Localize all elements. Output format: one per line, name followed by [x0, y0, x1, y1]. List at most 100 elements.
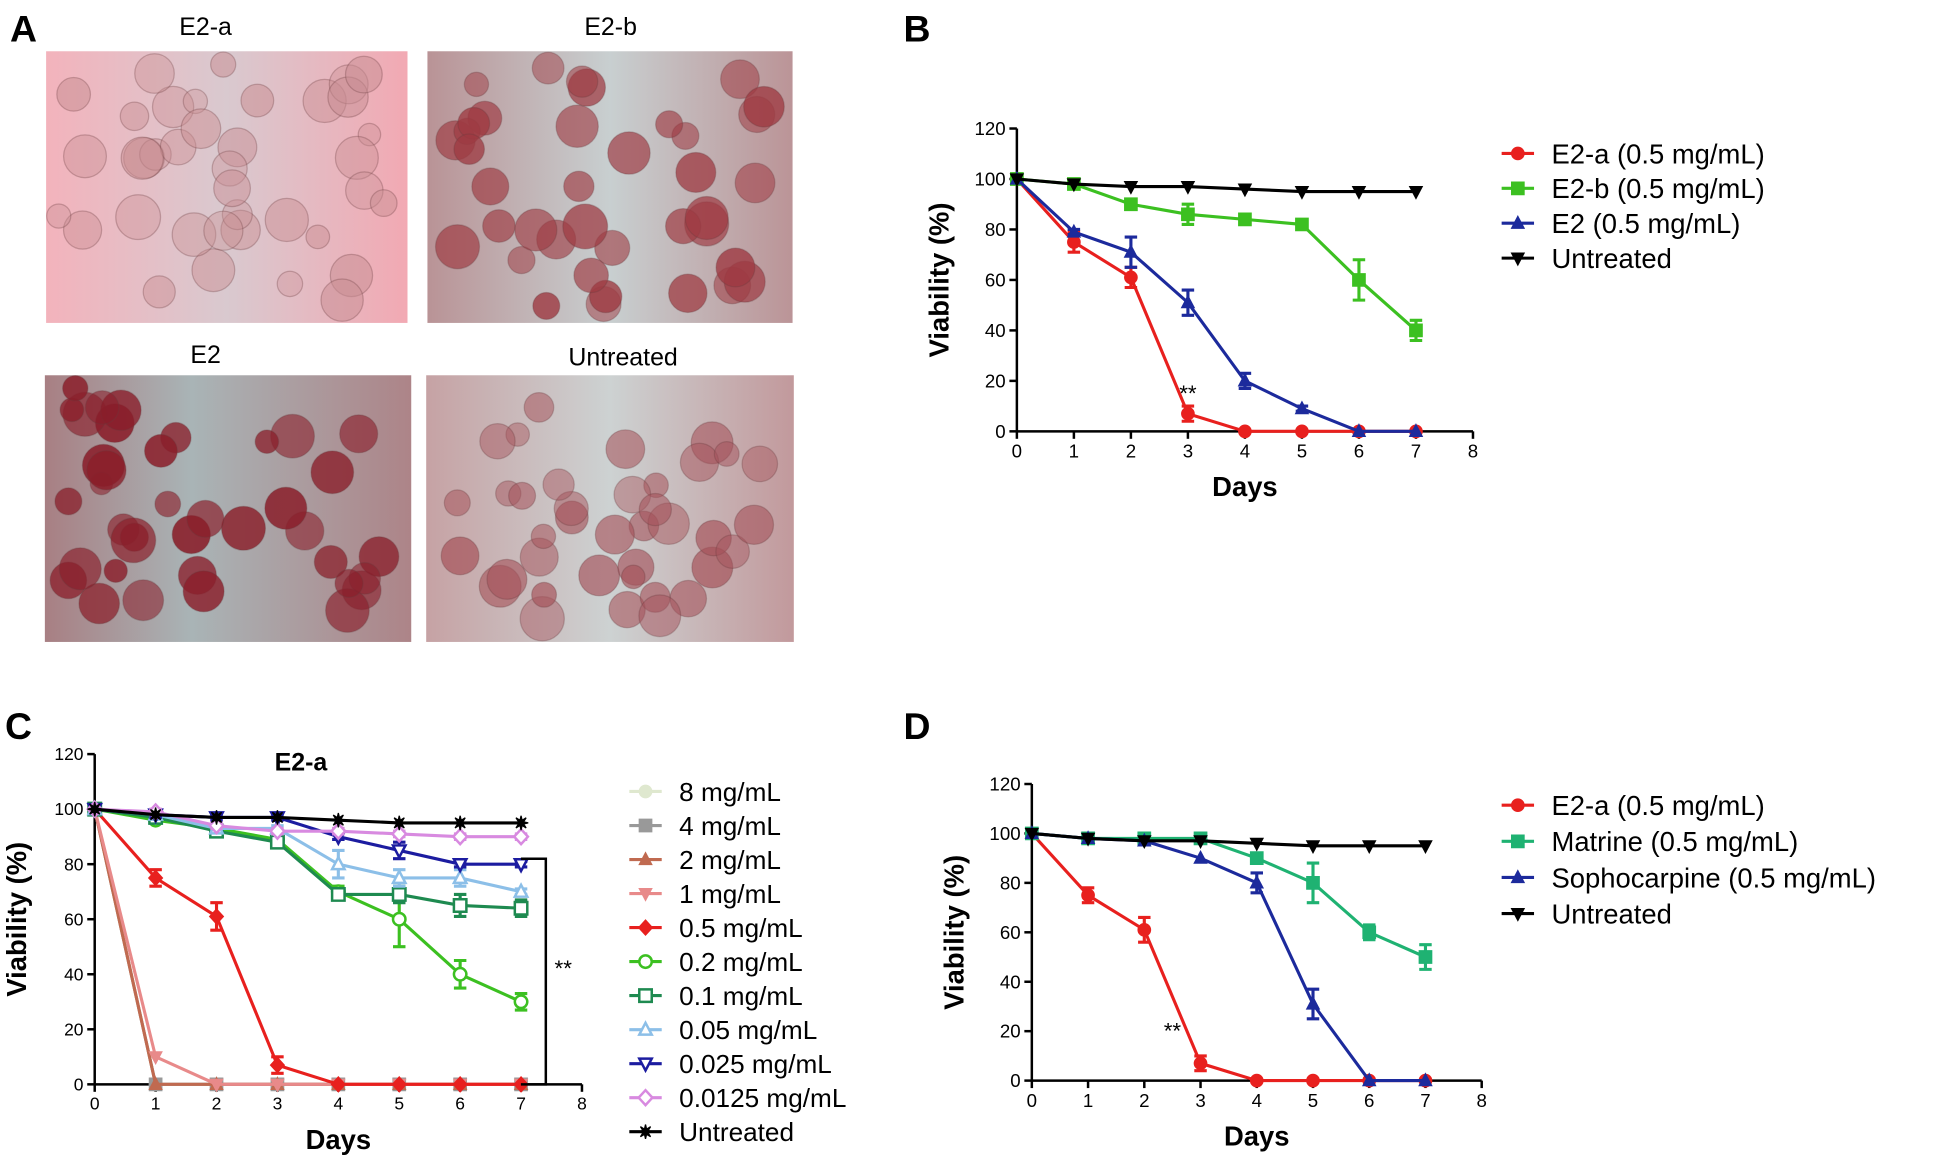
marker	[1294, 400, 1310, 415]
marker	[1295, 217, 1309, 232]
cell	[453, 133, 486, 166]
marker	[208, 908, 225, 925]
marker	[390, 824, 408, 844]
legend-label: Untreated	[1551, 898, 1671, 929]
legend-marker	[638, 851, 653, 866]
cell	[532, 291, 561, 320]
y-tick-label: 120	[54, 744, 83, 764]
cell	[553, 490, 589, 527]
x-tick-label: 7	[516, 1093, 526, 1113]
x-tick-label: 7	[1411, 441, 1421, 462]
annotation: **	[1179, 381, 1197, 406]
cell	[320, 278, 364, 322]
x-tick-label: 6	[1354, 441, 1364, 462]
series-line	[1015, 177, 1416, 433]
cell	[555, 104, 599, 148]
marker	[148, 1076, 163, 1090]
marker	[329, 821, 347, 841]
y-tick-label: 100	[989, 823, 1020, 844]
cell	[203, 210, 244, 251]
marker	[330, 854, 347, 871]
legend-marker	[1510, 834, 1525, 849]
x-tick-label: 2	[212, 1093, 222, 1113]
marker	[452, 815, 468, 831]
legend-label: E2-a (0.5 mg/mL)	[1551, 790, 1764, 821]
cell	[120, 136, 165, 180]
marker	[1123, 243, 1139, 258]
cell	[221, 199, 253, 231]
marker	[1193, 835, 1208, 850]
marker	[1305, 840, 1321, 854]
cell	[142, 275, 176, 309]
marker	[1193, 1056, 1208, 1071]
cell	[54, 487, 83, 516]
cell	[638, 492, 673, 527]
y-tick-label: 40	[64, 964, 84, 984]
marker	[512, 827, 530, 846]
marker	[269, 1056, 286, 1074]
marker	[391, 911, 407, 927]
cell	[668, 273, 708, 314]
cell	[734, 162, 776, 204]
cell	[240, 83, 275, 118]
y-axis-label: Viability (%)	[938, 855, 969, 1010]
legend-marker	[638, 954, 653, 970]
x-tick-label: 0	[1012, 441, 1022, 462]
series-line	[94, 807, 522, 910]
legend-marker	[637, 1057, 654, 1074]
marker	[451, 857, 469, 874]
series-line	[1031, 831, 1426, 848]
x-tick-label: 1	[1083, 1090, 1093, 1111]
cell	[154, 490, 182, 518]
x-tick-label: 3	[1195, 1090, 1205, 1111]
marker	[1352, 273, 1366, 287]
series-line	[1016, 177, 1416, 194]
x-tick-label: 7	[1420, 1090, 1430, 1111]
legend-label: E2-b (0.5 mg/mL)	[1551, 173, 1764, 204]
series-line	[94, 807, 522, 894]
marker	[1066, 223, 1082, 238]
marker	[1351, 423, 1367, 437]
marker	[1351, 186, 1367, 200]
y-tick-label: 60	[985, 269, 1006, 290]
cell	[313, 544, 348, 580]
marker	[330, 886, 346, 902]
marker	[1180, 294, 1196, 309]
x-tick-label: 1	[1069, 441, 1079, 462]
x-tick-label: 8	[1468, 441, 1478, 462]
cell	[186, 499, 225, 538]
x-tick-label: 3	[1183, 441, 1193, 462]
x-tick-label: 8	[577, 1093, 587, 1113]
marker	[1362, 925, 1377, 940]
legend-marker	[1510, 215, 1526, 229]
series-line	[1016, 177, 1417, 332]
cell	[254, 429, 280, 455]
legend-label: Untreated	[1551, 243, 1671, 274]
marker	[1024, 827, 1040, 842]
cell	[562, 203, 609, 250]
cell	[310, 450, 355, 495]
cell	[505, 422, 531, 447]
y-axis-label: Viability (%)	[923, 203, 954, 358]
marker	[1009, 173, 1025, 188]
cell	[679, 442, 720, 483]
marker	[513, 994, 529, 1010]
x-axis-label: Days	[1212, 471, 1278, 502]
legend-marker	[638, 887, 653, 902]
legend-label: E2 (0.5 mg/mL)	[1551, 208, 1740, 239]
cell	[715, 534, 750, 569]
panel-letter: D	[903, 705, 930, 747]
cell	[217, 127, 258, 168]
cell	[434, 224, 481, 270]
marker	[451, 868, 469, 885]
marker	[1418, 950, 1433, 964]
marker	[1237, 183, 1253, 198]
cell	[508, 481, 537, 510]
marker	[1137, 835, 1152, 850]
marker	[451, 827, 469, 846]
cell	[514, 208, 558, 252]
legend-label: 1 mg/mL	[679, 879, 781, 909]
cell	[463, 71, 490, 98]
marker	[390, 844, 408, 860]
legend-label: 4 mg/mL	[679, 811, 781, 841]
